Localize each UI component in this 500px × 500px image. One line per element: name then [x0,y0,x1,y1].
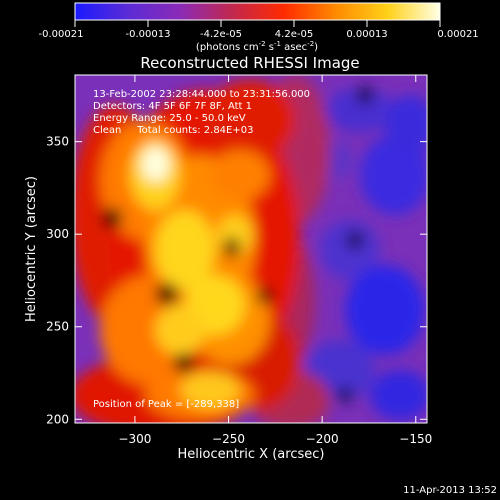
colorbar-tick-label: -0.00021 [39,29,84,40]
y-axis-label: Heliocentric Y (arcsec) [24,176,39,322]
annotation-line: Energy Range: 25.0 - 50.0 keV [93,113,246,124]
heatmap-hole [156,283,178,305]
y-tick-label: 250 [46,320,69,334]
colorbar-unit-label: (photons cm-2 s-1 asec-2) [196,40,318,53]
colorbar [74,2,441,21]
heatmap-hole [356,86,374,104]
heatmap-blob [345,265,425,355]
heatmap-blob [155,305,205,355]
colorbar-tick-marks [74,20,441,27]
heatmap-peak [141,145,170,182]
x-axis: −300 −250 −200 −150 [118,75,432,446]
heatmap-blob [385,95,427,155]
x-tick-label: −200 [306,432,339,446]
heatmap-blob [360,135,427,215]
heatmap-hole [174,353,194,373]
heatmap-blob [205,80,295,160]
heatmap-blob [210,150,270,200]
colorbar-tick-label: 4.2e-05 [275,29,313,40]
colorbar-tick-label: -0.00013 [126,29,171,40]
heatmap-blob [100,275,200,385]
plot-frame [74,74,428,424]
heatmap-blob [370,370,427,420]
peak-position-label: Position of Peak = [-289,338] [93,399,239,410]
annotation-line: Detectors: 4F 5F 6F 7F 8F, Att 1 [93,101,252,112]
x-tick-label: −250 [212,432,245,446]
x-tick-label: −300 [118,432,151,446]
heatmap-hole [257,288,273,304]
y-tick-label: 200 [46,412,69,426]
annotation-line: Clean Total counts: 2.84E+03 [93,125,253,136]
colorbar-tick-label: 0.00021 [437,29,478,40]
x-tick-label: −150 [399,432,432,446]
heatmap-blob [325,88,395,132]
heatmap-blobs [75,75,427,423]
x-axis-label: Heliocentric X (arcsec) [178,447,325,462]
heatmap-hole [337,387,353,403]
heatmap-blob [180,372,240,408]
heatmap-hole [346,231,364,249]
y-tick-label: 300 [46,227,69,241]
y-axis: 200 250 300 350 [46,135,427,426]
chart-title: Reconstructed RHESSI Image [140,54,359,72]
y-tick-label: 350 [46,135,69,149]
colorbar-tick-label: 0.00013 [346,29,387,40]
annotation-line: 13-Feb-2002 23:28:44.000 to 23:31:56.000 [93,89,310,100]
heatmap-hole [224,237,240,257]
colorbar-tick-label: -4.2e-05 [200,29,242,40]
heatmap-hole [102,208,122,228]
heatmap-blob [320,220,380,280]
footer-timestamp: 11-Apr-2013 13:52 [403,485,497,496]
heatmap-blob [155,210,215,290]
